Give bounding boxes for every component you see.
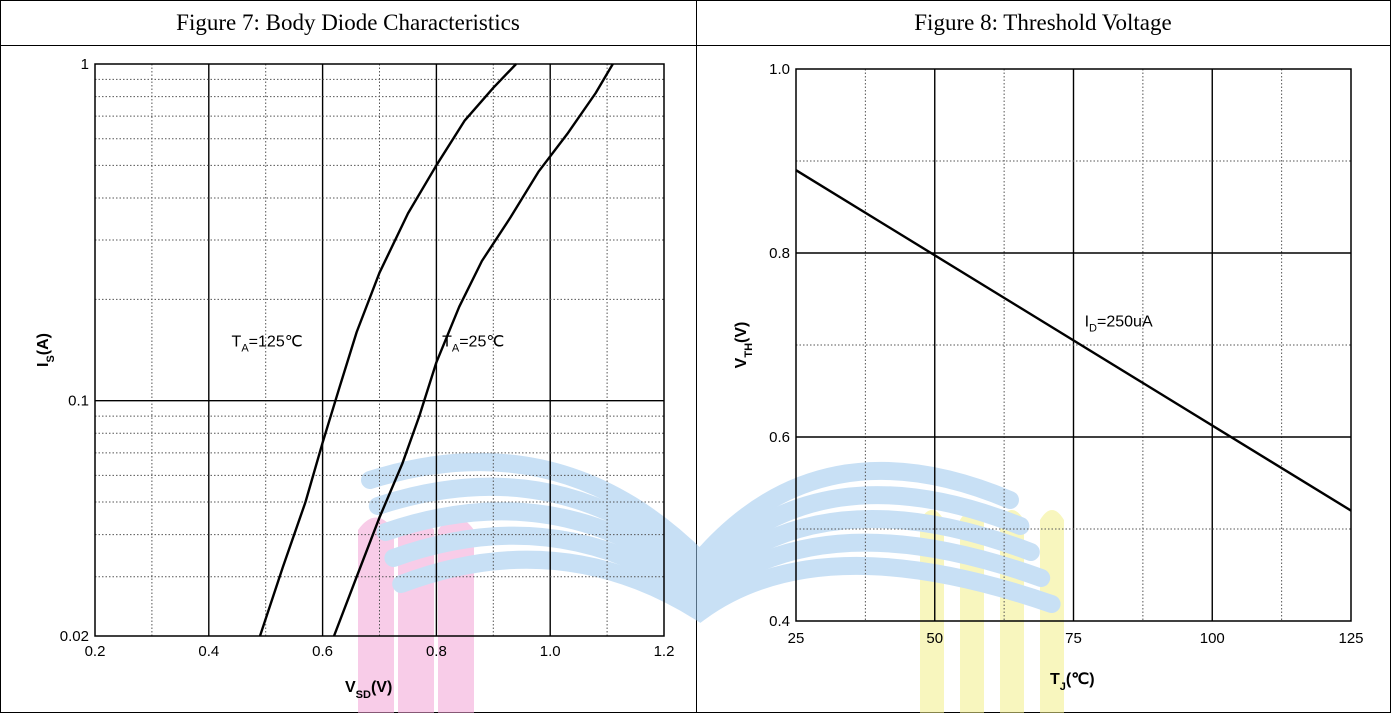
y-tick-label: 0.8	[769, 245, 790, 262]
y-tick-label: 0.1	[68, 393, 89, 410]
chart-body-diode: 0.2 0.4 0.6 0.8 1.0 1.2 0.02 0.1 1 VSD(V) IS(A) TA=…	[35, 56, 674, 701]
watermark-pink-bar	[398, 517, 434, 713]
x-tick-label: 0.4	[198, 643, 219, 660]
x-tick-label: 1.2	[654, 643, 675, 660]
x-axis-title: TJ(℃)	[1050, 671, 1095, 693]
y-tick-label: 1.0	[769, 61, 790, 78]
x-tick-label: 125	[1338, 630, 1363, 647]
series-annotation-0: ID=250uA	[1085, 314, 1153, 335]
x-tick-label: 0.6	[312, 643, 333, 660]
y-tick-label: 0.4	[769, 613, 790, 630]
y-tick-label: 0.6	[769, 429, 790, 446]
x-tick-label: 0.8	[426, 643, 447, 660]
watermark-blue-wave	[361, 453, 1019, 574]
y-tick-label: 1	[81, 56, 89, 73]
figure-8-title: Figure 8: Threshold Voltage	[914, 10, 1172, 35]
y-axis-title: IS(A)	[35, 333, 57, 367]
series-line-1	[332, 63, 614, 637]
x-tick-label: 75	[1065, 630, 1082, 647]
series-annotation-0: TA=125℃	[232, 333, 303, 354]
series-annotation-1: TA=25℃	[442, 333, 504, 354]
watermark-blue-wave	[368, 477, 1030, 586]
plot-frame	[94, 63, 665, 637]
watermark-logo	[358, 453, 1064, 713]
watermark-blue-wave	[376, 502, 1040, 598]
watermark-blue-wave	[384, 526, 1051, 611]
series-line-0	[258, 63, 517, 637]
figure-7-title: Figure 7: Body Diode Characteristics	[176, 10, 520, 35]
x-tick-label: 0.2	[85, 643, 106, 660]
watermark-pink-bar	[358, 517, 394, 713]
chart-threshold-voltage: 25 50 75 100 125 0.4 0.6 0.8 1.0 TJ(℃) VTH(V) ID=25…	[733, 61, 1364, 693]
watermark-blue-wave	[392, 550, 1061, 623]
series-line-0	[795, 169, 1352, 512]
x-tick-label: 50	[926, 630, 943, 647]
watermark-yellow-bar	[920, 510, 944, 713]
x-tick-label: 100	[1200, 630, 1225, 647]
y-tick-label: 0.02	[60, 628, 89, 645]
y-axis-title: VTH(V)	[733, 322, 755, 369]
x-axis-title: VSD(V)	[345, 679, 392, 701]
x-tick-label: 1.0	[540, 643, 561, 660]
x-tick-label: 25	[788, 630, 805, 647]
plot-frame	[795, 68, 1352, 622]
